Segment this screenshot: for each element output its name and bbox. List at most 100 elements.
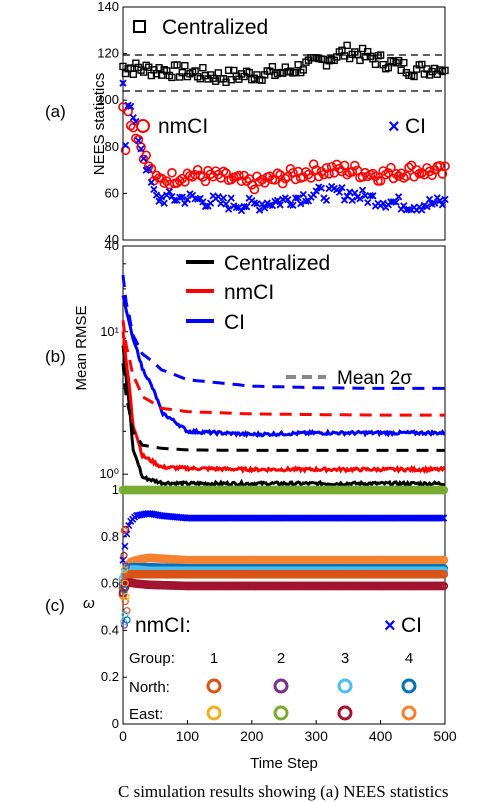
series-line-rmse	[121, 295, 446, 439]
point-ci	[340, 196, 349, 204]
point-ci	[436, 197, 444, 205]
point-ci	[348, 196, 356, 204]
panel-b-yticks: 10⁰ 10¹ 40	[99, 238, 128, 481]
panel-b-lines	[121, 274, 446, 488]
point-transient	[121, 597, 129, 606]
group-2: 2	[277, 650, 285, 667]
point-ci	[178, 193, 186, 201]
point-nmci	[200, 176, 211, 187]
point-ci	[134, 136, 143, 145]
xtick-label: 100	[176, 728, 200, 744]
point-centralized	[299, 66, 308, 74]
point-centralized	[400, 58, 408, 67]
ytick-label: 0.4	[101, 622, 119, 637]
point-transient	[120, 566, 128, 574]
point-centralized	[268, 63, 277, 71]
point-ci	[258, 200, 266, 208]
group-1: 1	[210, 650, 218, 667]
group-marker	[401, 705, 417, 721]
ytick-label: 60	[105, 185, 119, 200]
point-ci	[418, 206, 426, 214]
point-nmci	[375, 176, 386, 186]
group-marker	[337, 678, 353, 694]
point-ci	[294, 194, 302, 202]
point-ci-weight	[121, 542, 129, 550]
point-ci	[243, 203, 251, 211]
point-centralized	[155, 64, 163, 72]
point-ci	[351, 189, 359, 197]
group-color-table	[206, 678, 417, 721]
point-ci	[137, 145, 145, 153]
ytick-label: 0.6	[101, 576, 119, 591]
point-nmci	[396, 168, 407, 179]
row-east-label: East:	[129, 706, 163, 723]
point-ci	[400, 202, 408, 210]
point-ci	[438, 201, 447, 209]
point-nmci	[123, 106, 133, 117]
point-ci-weight	[438, 514, 446, 522]
group-header: Group:	[129, 650, 175, 667]
point-nmci	[280, 173, 291, 184]
group-marker	[273, 678, 289, 694]
point-nmci	[339, 160, 350, 171]
point-ci	[392, 198, 400, 206]
point-nmci	[313, 171, 324, 182]
ytick-label: 80	[105, 139, 119, 154]
point-ci	[129, 113, 137, 122]
point-nmci	[156, 173, 167, 184]
point-ci	[394, 193, 403, 201]
ytick-label: 0.8	[101, 529, 119, 544]
point-ci	[335, 188, 344, 197]
point-centralized	[376, 51, 385, 59]
point-ci	[364, 198, 372, 207]
point-transient	[122, 592, 130, 601]
panel-c-frame	[122, 489, 446, 725]
panel-a-frame	[122, 6, 446, 241]
point-centralized	[384, 63, 393, 72]
series-line-2sigma	[121, 274, 445, 390]
panel-c-label: (c)	[45, 596, 65, 615]
point-ci	[139, 154, 148, 163]
point-ci	[168, 192, 176, 201]
point-centralized	[441, 66, 449, 75]
point-ci	[255, 206, 264, 214]
point-nmci	[254, 176, 265, 187]
legend-c-x-marker: ×	[384, 615, 396, 637]
legend-nmci: nmCI	[158, 115, 208, 138]
panel-b-ylabel: Mean RMSE	[73, 305, 90, 390]
point-centralized	[178, 68, 186, 77]
point-ci	[268, 202, 277, 210]
legend-b-centralized: Centralized	[224, 252, 330, 275]
point-centralized	[168, 73, 176, 82]
point-nmci	[350, 160, 360, 171]
point-ci	[276, 201, 284, 209]
xtick-label: 200	[240, 728, 264, 744]
point-nmci	[440, 161, 450, 171]
point-ci	[297, 200, 305, 208]
point-ci	[312, 187, 320, 195]
point-nmci	[427, 170, 437, 181]
point-ci-weight	[125, 522, 133, 530]
row-north-label: North:	[129, 679, 170, 696]
point-ci	[237, 206, 246, 215]
series-line-rmse	[121, 331, 446, 475]
point-transient	[123, 616, 131, 624]
point-ci	[309, 191, 318, 199]
legend-b-nmci: nmCI	[224, 281, 274, 304]
legend-centralized: Centralized	[162, 16, 268, 39]
point-transient	[120, 551, 128, 560]
group-marker	[337, 705, 353, 721]
ytick-label: 10⁰	[99, 466, 119, 481]
point-ci	[299, 190, 307, 199]
point-ci	[219, 194, 228, 202]
point-nmci	[151, 170, 162, 181]
point-transient	[120, 586, 129, 594]
point-nmci	[386, 162, 396, 173]
group-marker	[206, 705, 222, 721]
series-line-2sigma	[121, 320, 445, 417]
group-3: 3	[341, 650, 349, 667]
point-nmci	[301, 167, 311, 177]
point-nmci	[167, 167, 177, 178]
